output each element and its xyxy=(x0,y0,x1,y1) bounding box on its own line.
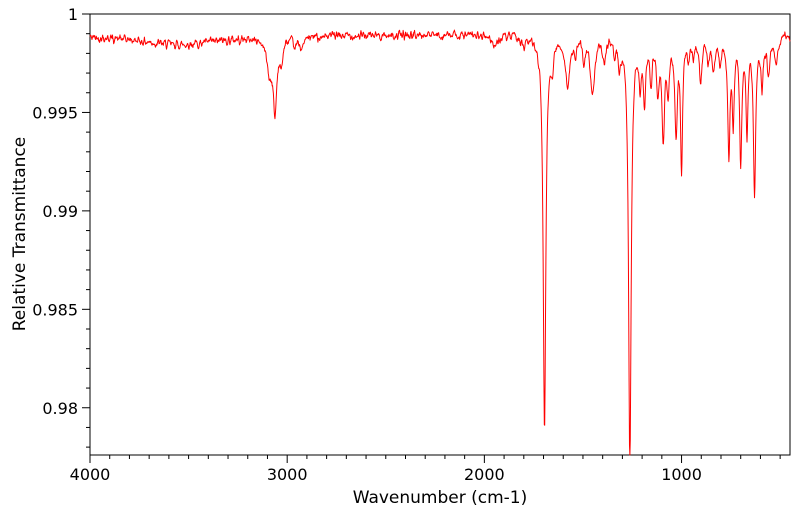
spectrum-line xyxy=(89,29,791,456)
y-tick-label: 0.99 xyxy=(42,202,78,221)
x-axis-label: Wavenumber (cm-1) xyxy=(352,488,528,508)
y-tick-label: 0.995 xyxy=(32,103,78,122)
x-tick-label: 3000 xyxy=(267,465,308,484)
y-tick-label: 0.985 xyxy=(32,300,78,319)
x-tick-label: 2000 xyxy=(464,465,505,484)
y-axis-label: Relative Transmittance xyxy=(10,136,30,332)
plot-frame xyxy=(89,13,791,456)
y-tick-label: 1 xyxy=(68,5,78,24)
x-tick-label: 4000 xyxy=(70,465,111,484)
x-tick-label: 1000 xyxy=(661,465,702,484)
y-tick-label: 0.98 xyxy=(42,399,78,418)
